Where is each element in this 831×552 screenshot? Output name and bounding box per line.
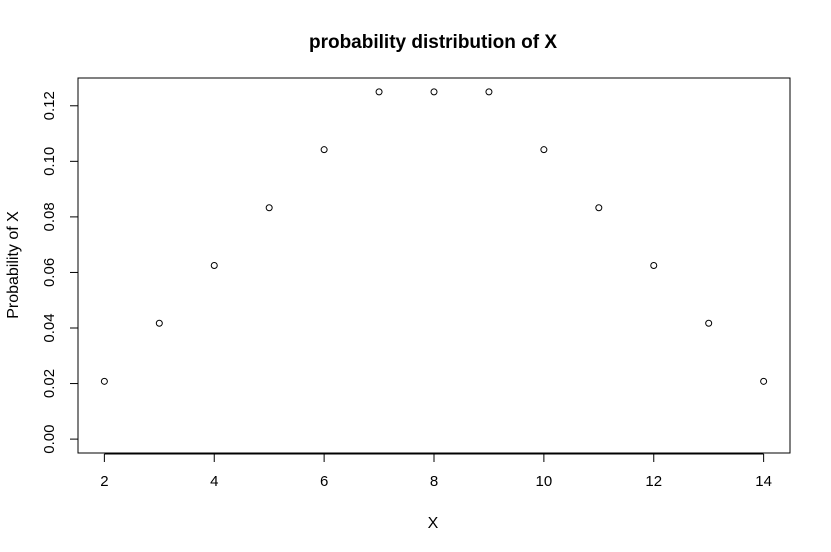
data-point xyxy=(320,146,328,154)
y-tick-label: 0.00 xyxy=(41,425,58,454)
x-tick-label: 6 xyxy=(320,473,328,490)
x-tick-label: 2 xyxy=(100,473,108,490)
x-tick-label: 12 xyxy=(645,473,662,490)
x-tick-label: 4 xyxy=(210,473,218,490)
x-tick-label: 10 xyxy=(536,473,553,490)
data-point xyxy=(485,88,493,96)
data-point xyxy=(210,262,218,269)
data-point xyxy=(760,377,768,385)
plot-area-frame xyxy=(77,77,791,454)
data-point xyxy=(650,262,658,269)
y-tick-label: 0.02 xyxy=(41,369,58,398)
y-tick-label: 0.06 xyxy=(41,258,58,287)
data-points xyxy=(100,88,768,385)
y-tick-label: 0.10 xyxy=(41,147,58,176)
data-point xyxy=(375,88,383,96)
x-tick-label: 14 xyxy=(755,473,772,490)
y-tick-label: 0.12 xyxy=(41,91,58,120)
y-tick-label: 0.04 xyxy=(41,313,58,342)
x-axis-label: X xyxy=(428,515,439,532)
data-point xyxy=(705,319,713,327)
x-tick-label: 8 xyxy=(430,473,438,490)
data-point xyxy=(540,146,548,154)
data-point xyxy=(100,377,108,385)
data-point xyxy=(595,204,603,212)
y-axis-label: Probability of X xyxy=(5,211,22,319)
chart-title: probability distribution of X xyxy=(309,32,557,53)
data-point xyxy=(265,204,273,212)
x-axis: 2 4 6 8 10 12 14 xyxy=(100,453,772,490)
y-axis: 0.00 0.02 0.04 0.06 0.08 0.10 0.12 xyxy=(41,91,79,454)
data-point xyxy=(155,319,163,327)
y-tick-label: 0.08 xyxy=(41,202,58,231)
data-point xyxy=(430,88,438,96)
